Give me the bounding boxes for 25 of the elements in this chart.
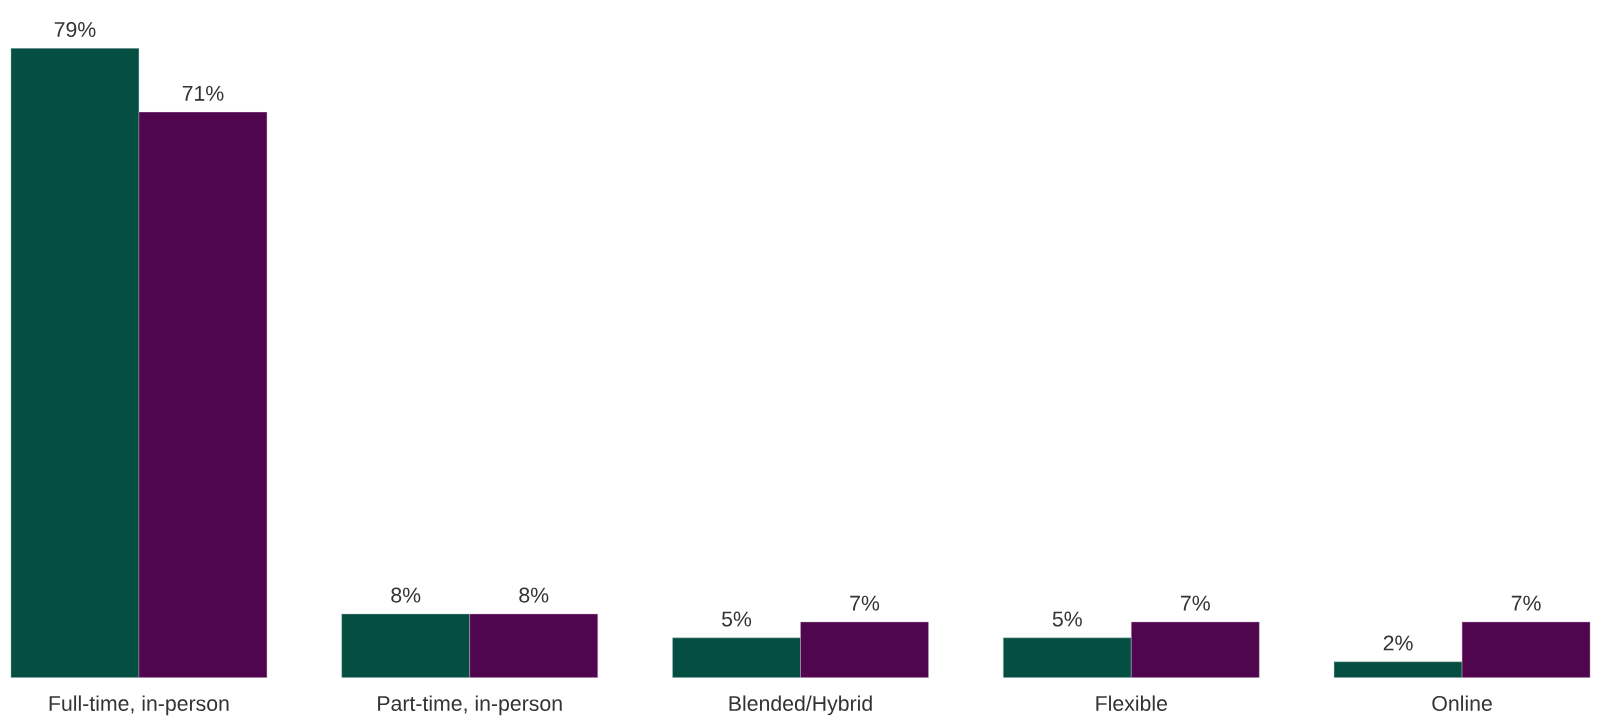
bar	[138, 111, 268, 678]
data-label: 7%	[850, 595, 880, 611]
data-label: 5%	[1052, 611, 1082, 627]
data-label: 8%	[391, 587, 421, 603]
data-label: 7%	[1511, 595, 1541, 611]
bar	[1461, 621, 1591, 678]
x-tick-label: Flexible	[1096, 695, 1167, 711]
data-label: 8%	[519, 587, 549, 603]
x-tick-label: Part-time, in-person	[378, 695, 562, 716]
data-label: 79%	[54, 21, 96, 37]
bar	[1131, 621, 1260, 678]
bar	[1003, 637, 1132, 678]
bar	[10, 48, 140, 678]
bar	[469, 613, 598, 678]
bar	[672, 637, 801, 678]
data-label: 71%	[182, 85, 224, 101]
data-label: 5%	[721, 611, 752, 627]
x-tick-label: Online	[1432, 695, 1492, 711]
bar	[1333, 661, 1463, 678]
data-label: 2%	[1383, 635, 1413, 651]
x-tick-label: Full-time, in-person	[49, 695, 229, 716]
x-tick-label: Blended/Hybrid	[729, 695, 872, 716]
bar	[800, 621, 929, 678]
bar	[341, 613, 470, 678]
data-label: 7%	[1181, 595, 1210, 611]
